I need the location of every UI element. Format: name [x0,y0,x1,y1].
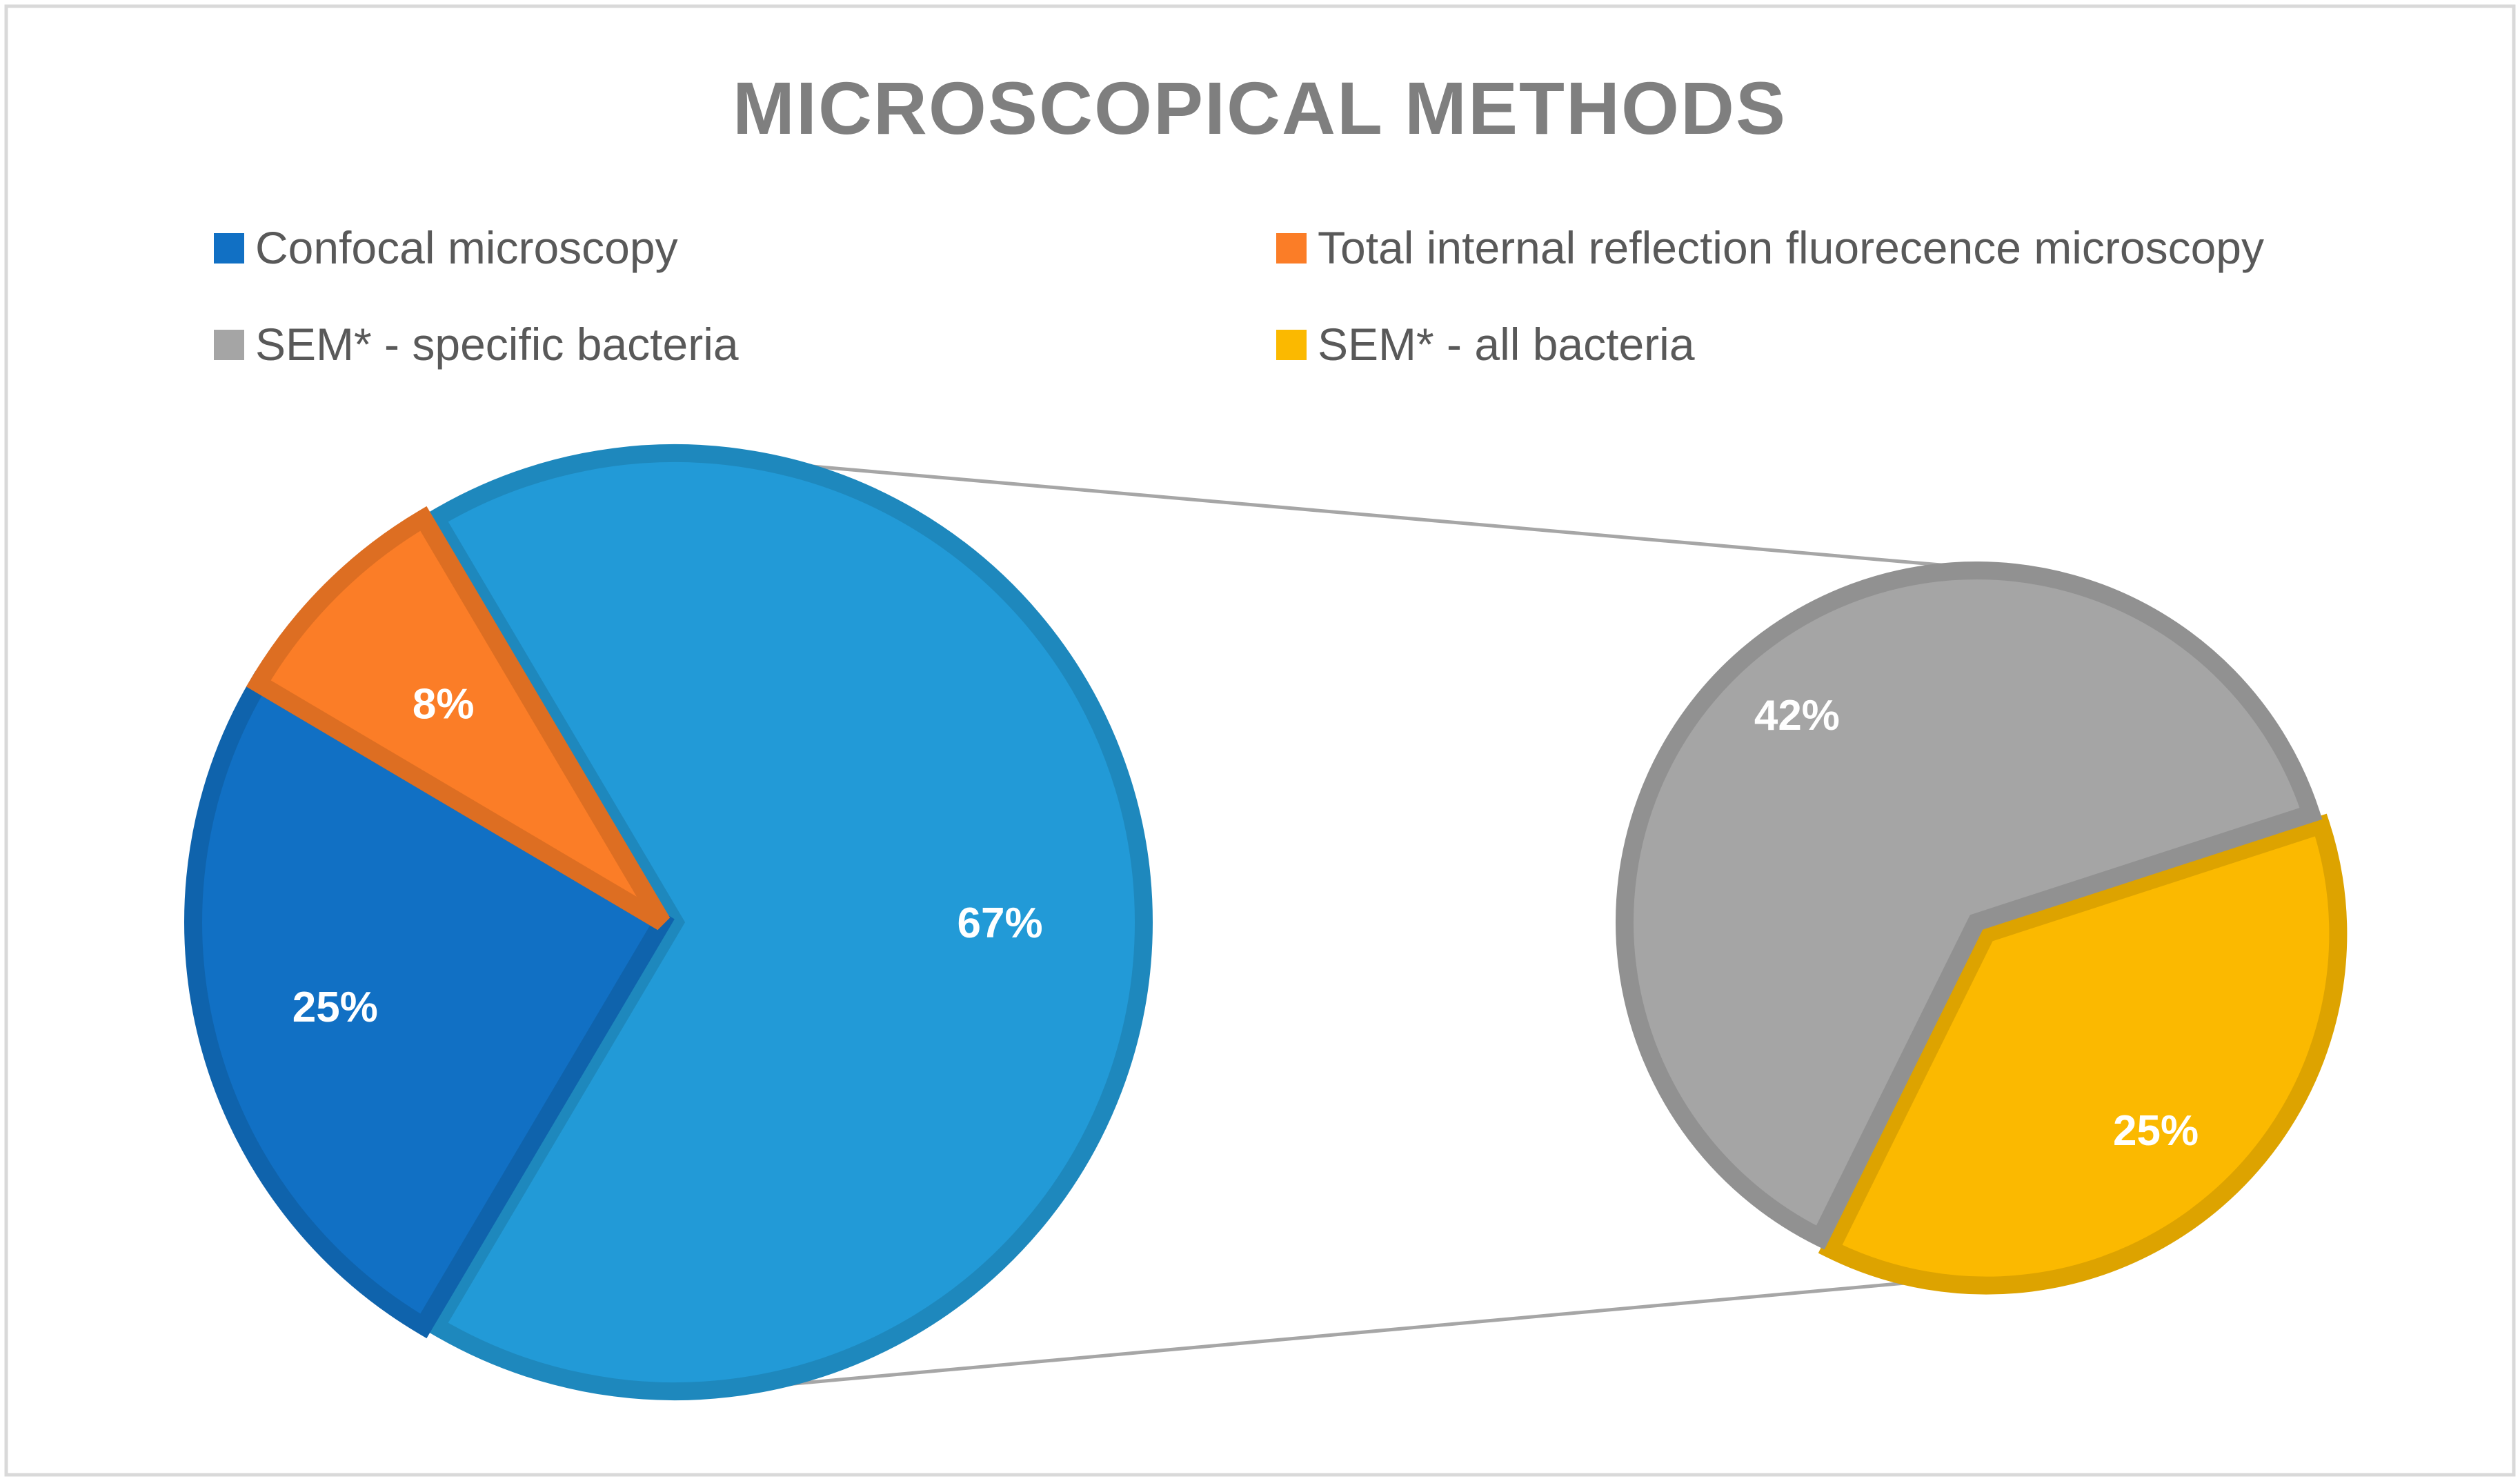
secondary-slice-sem-all-bacteria [1818,813,2348,1295]
legend-item-sem-specific-bacteria: SEM* - specific bacteria [214,319,739,370]
primary-label-total-internal-reflection-fluorecence-microscopy: 8% [413,681,475,728]
secondary-label-sem-all-bacteria: 25% [2113,1107,2199,1155]
secondary-pie: 25% 42% [1616,561,2348,1295]
primary-label-other: 67% [958,899,1043,947]
legend-item-confocal-microscopy: Confocal microscopy [214,222,678,273]
primary-slice-other [424,444,1153,1400]
connector-lines [662,451,2005,1393]
legend-swatch [214,233,244,264]
legend-label: Total internal reflection fluorecence mi… [1318,222,2264,273]
primary-slice-total-internal-reflection-fluorecence-microscopy [246,506,671,931]
legend-swatch [214,330,244,360]
connector-line-top [662,451,2005,573]
secondary-label-sem-specific-bacteria: 42% [1754,692,1840,739]
legend-swatch [1276,330,1307,360]
legend-label: Confocal microscopy [255,222,678,273]
legend-swatch [1276,233,1307,264]
legend-label: SEM* - all bacteria [1318,319,1695,370]
legend: Confocal microscopy Total internal reflec… [214,222,2264,370]
primary-pie: 67% 25% 8% [184,444,1153,1400]
legend-item-sem-all-bacteria: SEM* - all bacteria [1276,319,1695,370]
secondary-slice-sem-specific-bacteria [1616,561,2323,1250]
connector-line-bottom [710,1272,2005,1393]
primary-label-confocal-microscopy: 25% [292,984,378,1031]
legend-label: SEM* - specific bacteria [255,319,739,370]
chart-title: MICROSCOPICAL METHODS [733,66,1787,150]
legend-item-total-internal-reflection-fluorecence-microscopy: Total internal reflection fluorecence mi… [1276,222,2264,273]
primary-slice-confocal-microscopy [184,671,675,1339]
